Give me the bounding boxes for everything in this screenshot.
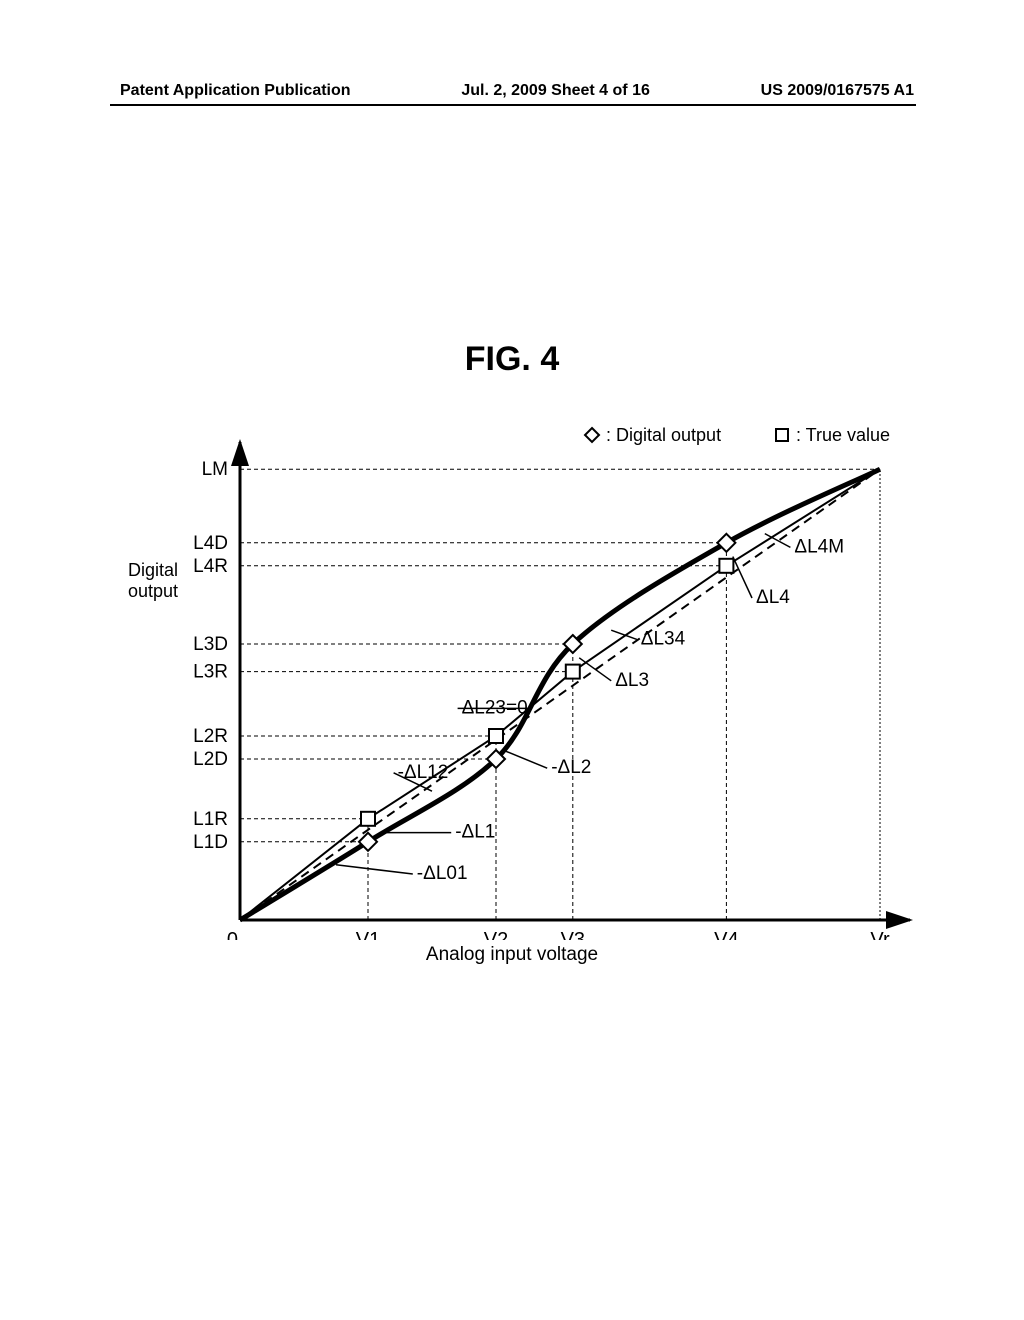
ideal-line [240, 469, 880, 920]
y-tick-label: L2D [193, 749, 228, 770]
annotation-label: -ΔL2 [551, 757, 591, 778]
annotation-label: ΔL4M [794, 536, 844, 557]
annotation-label: ΔL4 [756, 587, 790, 608]
y-tick-label: L4R [193, 556, 228, 577]
header-right: US 2009/0167575 A1 [761, 82, 914, 100]
x-tick-label: V1 [356, 929, 380, 940]
annotation-leader [733, 557, 752, 598]
annotation-leader [611, 630, 637, 639]
true-marker [361, 812, 375, 826]
true-marker [719, 559, 733, 573]
legend-digital-label: : Digital output [606, 425, 721, 445]
header-left: Patent Application Publication [120, 82, 351, 100]
y-tick-label: L3D [193, 634, 228, 655]
legend-true-marker [776, 429, 788, 441]
true-marker [489, 729, 503, 743]
x-tick-label: V4 [714, 929, 738, 940]
x-axis-title: Analog input voltage [0, 944, 1024, 966]
origin-label: 0 [227, 929, 238, 940]
annotation-label: -ΔL12 [398, 762, 449, 783]
chart-svg: : Digital output : True value L1DL1R L2DL2R… [130, 420, 930, 940]
x-tick-label: V3 [561, 929, 585, 940]
y-tick-label: L3R [193, 662, 228, 683]
header-rule [110, 104, 916, 106]
true-marker [566, 665, 580, 679]
y-tick-label: L1R [193, 809, 228, 830]
y-tick-label: L1D [193, 832, 228, 853]
y-tick-label: LM [202, 459, 228, 480]
legend-digital-marker [585, 428, 599, 442]
x-tick-label: Vr [870, 929, 890, 940]
annotation-label: ΔL23=0 [462, 697, 528, 718]
legend-true-label: : True value [796, 425, 890, 445]
annotation-label: ΔL34 [641, 628, 686, 649]
annotation-label: -ΔL1 [455, 822, 495, 843]
header-center: Jul. 2, 2009 Sheet 4 of 16 [461, 82, 650, 100]
chart: : Digital output : True value L1DL1R L2DL2R… [130, 420, 930, 940]
annotation-label: ΔL3 [615, 670, 649, 691]
y-tick-label: L2R [193, 726, 228, 747]
x-tick-label: V2 [484, 929, 508, 940]
annotation-leader [336, 865, 413, 874]
annotation-label: -ΔL01 [417, 863, 468, 884]
annotation-leader [502, 750, 547, 768]
y-tick-label: L4D [193, 533, 228, 554]
figure-title: FIG. 4 [0, 340, 1024, 379]
